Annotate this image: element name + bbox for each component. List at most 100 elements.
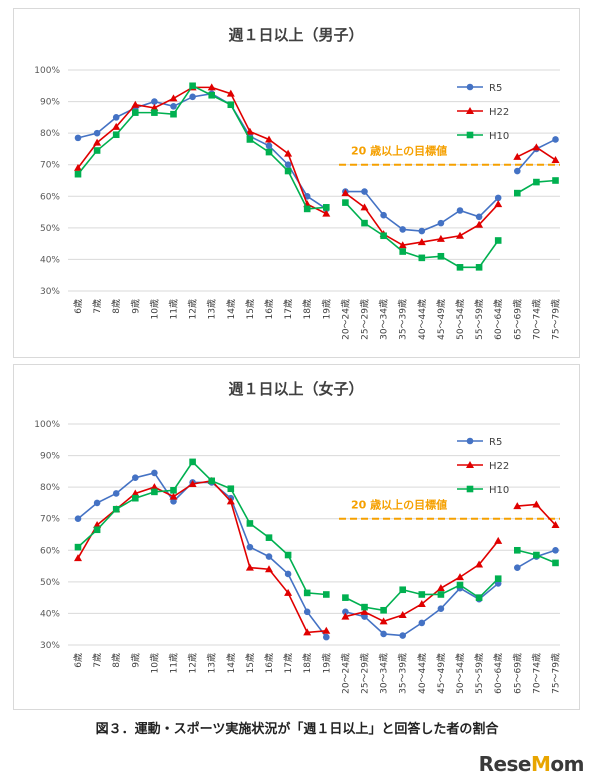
x-tick-label: 70～74歳 (530, 299, 542, 340)
y-tick-label: 70% (40, 515, 60, 525)
legend-marker (466, 107, 474, 114)
data-point-h22 (93, 521, 102, 529)
legend-marker (466, 131, 474, 139)
data-point-h22 (475, 560, 484, 568)
chart-title: 週１日以上（男子） (228, 26, 363, 44)
data-point-h22 (417, 238, 426, 246)
data-point-r5 (552, 546, 559, 554)
y-tick-label: 100% (34, 420, 60, 430)
x-tick-label: 13歳 (206, 299, 218, 319)
y-tick-label: 70% (40, 161, 60, 171)
legend-label: H22 (489, 107, 509, 118)
chart-female: 週１日以上（女子） 100% 90% 80% 70% 60% 50% 40% 30% 6歳 7歳 8歳… (34, 380, 562, 694)
x-tick-label: 6歳 (72, 299, 84, 314)
data-point-h10 (132, 494, 139, 502)
data-point-h10 (303, 205, 311, 213)
data-point-r5 (399, 632, 407, 639)
x-tick-label: 55～59歳 (473, 299, 485, 340)
legend-label: H22 (489, 461, 509, 472)
x-tick-label: 19歳 (320, 299, 332, 319)
y-tick-label: 30% (40, 641, 60, 651)
x-tick-label: 75～79歳 (550, 653, 562, 694)
x-tick-label: 50～54歳 (454, 653, 466, 694)
legend-marker (466, 461, 474, 468)
x-tick-label: 14歳 (225, 299, 237, 319)
data-point-h10 (323, 591, 330, 598)
data-point-h10 (170, 487, 177, 494)
data-point-h22 (379, 617, 388, 625)
data-point-r5 (361, 188, 368, 195)
data-point-h10 (265, 534, 273, 541)
x-tick-label: 16歳 (263, 299, 275, 319)
data-point-h10 (227, 485, 235, 493)
data-point-h22 (169, 492, 178, 500)
x-tick-label: 55～59歳 (473, 653, 485, 694)
data-point-h10 (380, 606, 387, 614)
data-point-h10 (151, 488, 158, 496)
data-point-h10 (246, 520, 254, 527)
data-point-h22 (245, 127, 254, 135)
resemom-logo: ReseMom (478, 752, 585, 776)
target-label: 20 歳以上の目標値 (351, 498, 447, 512)
y-tick-label: 40% (40, 609, 60, 619)
data-point-r5 (284, 570, 292, 578)
data-point-h10 (494, 575, 502, 582)
legend-label: H10 (489, 485, 509, 496)
data-point-h22 (169, 94, 178, 102)
data-point-h22 (131, 100, 140, 108)
data-point-h22 (265, 135, 273, 143)
x-tick-label: 45～49歳 (435, 653, 447, 694)
data-point-r5 (93, 129, 101, 137)
x-tick-label: 40～44歳 (416, 299, 428, 340)
y-tick-label: 40% (40, 255, 60, 265)
data-point-h22 (398, 611, 407, 619)
data-point-h22 (551, 521, 560, 529)
x-tick-label: 30～34歳 (378, 653, 390, 694)
data-point-h22 (475, 220, 484, 228)
data-point-h22 (207, 83, 216, 91)
data-point-h10 (514, 546, 521, 554)
x-tick-label: 15歳 (244, 653, 256, 673)
x-tick-label: 9歳 (129, 653, 141, 668)
series-line-h10 (77, 84, 327, 210)
data-point-h10 (112, 505, 120, 513)
data-point-h10 (342, 594, 349, 601)
y-tick-label: 30% (40, 287, 60, 297)
data-point-r5 (112, 114, 120, 121)
chart-panel-male: 週１日以上（男子） 100% 90% 80% 70% 60% 50% 40% 30% 6歳 7歳 8歳… (13, 8, 580, 358)
legend-label: R5 (489, 83, 502, 94)
data-point-r5 (399, 226, 407, 233)
data-point-h10 (284, 167, 292, 175)
data-point-h22 (494, 200, 503, 208)
series-line-h22 (344, 192, 499, 247)
data-point-h10 (93, 526, 101, 534)
data-point-h10 (437, 252, 445, 260)
x-tick-label: 15歳 (244, 299, 256, 319)
data-point-h10 (170, 110, 177, 118)
data-point-h10 (74, 543, 82, 551)
x-tick-label: 13歳 (206, 653, 218, 673)
data-point-h10 (437, 591, 445, 598)
data-point-h10 (303, 589, 311, 597)
x-tick-label: 12歳 (187, 299, 199, 319)
data-point-r5 (418, 619, 426, 627)
data-point-h10 (342, 199, 349, 206)
x-tick-label: 10歳 (148, 653, 160, 673)
data-point-h10 (399, 248, 406, 255)
data-point-h22 (265, 565, 273, 573)
data-point-r5 (456, 207, 464, 214)
x-tick-label: 6歳 (72, 653, 84, 668)
data-point-h10 (380, 232, 387, 240)
data-point-h22 (74, 163, 82, 171)
data-point-r5 (514, 564, 521, 571)
data-point-r5 (74, 134, 82, 142)
data-point-h10 (132, 109, 139, 116)
y-tick-label: 60% (40, 192, 60, 202)
data-point-h22 (93, 138, 102, 146)
x-tick-label: 7歳 (91, 653, 103, 668)
data-point-h10 (265, 148, 273, 156)
data-point-h22 (456, 573, 464, 581)
x-tick-label: 45～49歳 (435, 299, 447, 340)
series-line-h22 (517, 503, 557, 526)
x-tick-label: 35～39歳 (397, 653, 409, 694)
